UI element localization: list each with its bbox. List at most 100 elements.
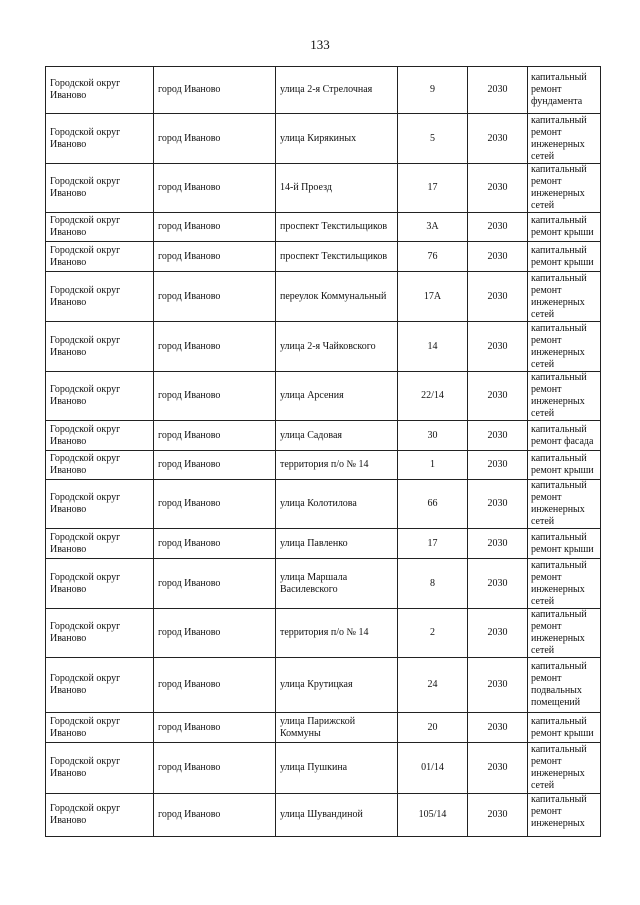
- page-number: 133: [310, 37, 330, 52]
- city-cell: город Иваново: [153, 479, 276, 529]
- street-cell: улица 2-я Стрелочная: [275, 66, 398, 114]
- district-cell: Городской округ Иваново: [45, 712, 154, 743]
- year-cell: 2030: [467, 271, 528, 322]
- table-row: Городской округ Иваново город Иваново терр…: [45, 450, 601, 480]
- work-type-cell: капитальный ремонт инженерных сетей: [527, 479, 601, 529]
- house-number-cell: 66: [397, 479, 468, 529]
- work-type-cell: капитальный ремонт инженерных сетей: [527, 742, 601, 794]
- house-number-cell: 17: [397, 528, 468, 559]
- house-number-cell: 5: [397, 113, 468, 164]
- house-number-cell: 8: [397, 558, 468, 609]
- street-cell: территория п/о № 14: [275, 608, 398, 658]
- city-cell: город Иваново: [153, 66, 276, 114]
- district-cell: Городской округ Иваново: [45, 212, 154, 242]
- city-cell: город Иваново: [153, 420, 276, 451]
- city-cell: город Иваново: [153, 321, 276, 372]
- district-cell: Городской округ Иваново: [45, 321, 154, 372]
- city-cell: город Иваново: [153, 657, 276, 713]
- city-cell: город Иваново: [153, 241, 276, 272]
- house-number-cell: 105/14: [397, 793, 468, 837]
- street-cell: проспект Текстильщиков: [275, 241, 398, 272]
- table-row: Городской округ Иваново город Иваново улиц…: [45, 420, 601, 451]
- work-type-cell: капитальный ремонт крыши: [527, 712, 601, 743]
- year-cell: 2030: [467, 608, 528, 658]
- work-type-cell: капитальный ремонт инженерных сетей: [527, 271, 601, 322]
- table-row: Городской округ Иваново город Иваново прос…: [45, 212, 601, 242]
- work-type-cell: капитальный ремонт инженерных сетей: [527, 371, 601, 421]
- house-number-cell: 1: [397, 450, 468, 480]
- city-cell: город Иваново: [153, 371, 276, 421]
- district-cell: Городской округ Иваново: [45, 371, 154, 421]
- house-number-cell: 14: [397, 321, 468, 372]
- city-cell: город Иваново: [153, 712, 276, 743]
- street-cell: улица Арсения: [275, 371, 398, 421]
- year-cell: 2030: [467, 742, 528, 794]
- street-cell: проспект Текстильщиков: [275, 212, 398, 242]
- house-number-cell: 20: [397, 712, 468, 743]
- table-row: Городской округ Иваново город Иваново улиц…: [45, 712, 601, 743]
- district-cell: Городской округ Иваново: [45, 163, 154, 213]
- work-type-cell: капитальный ремонт инженерных сетей: [527, 608, 601, 658]
- table-row: Городской округ Иваново город Иваново улиц…: [45, 479, 601, 529]
- table-row: Городской округ Иваново город Иваново пере…: [45, 271, 601, 322]
- table-row: Городской округ Иваново город Иваново улиц…: [45, 113, 601, 164]
- table-row: Городской округ Иваново город Иваново улиц…: [45, 528, 601, 559]
- street-cell: территория п/о № 14: [275, 450, 398, 480]
- district-cell: Городской округ Иваново: [45, 271, 154, 322]
- table-row: Городской округ Иваново город Иваново улиц…: [45, 371, 601, 421]
- work-type-cell: капитальный ремонт инженерных сетей: [527, 163, 601, 213]
- house-number-cell: 2: [397, 608, 468, 658]
- table-row: Городской округ Иваново город Иваново улиц…: [45, 793, 601, 837]
- street-cell: улица Кирякиных: [275, 113, 398, 164]
- house-number-cell: 24: [397, 657, 468, 713]
- house-number-cell: 30: [397, 420, 468, 451]
- repair-schedule-table: Городской округ Иваново город Иваново улиц…: [45, 66, 601, 837]
- district-cell: Городской округ Иваново: [45, 558, 154, 609]
- work-type-cell: капитальный ремонт инженерных сетей: [527, 558, 601, 609]
- house-number-cell: 01/14: [397, 742, 468, 794]
- year-cell: 2030: [467, 321, 528, 372]
- district-cell: Городской округ Иваново: [45, 657, 154, 713]
- table-row: Городской округ Иваново город Иваново улиц…: [45, 66, 601, 114]
- year-cell: 2030: [467, 212, 528, 242]
- work-type-cell: капитальный ремонт инженерных сетей: [527, 321, 601, 372]
- table-row: Городской округ Иваново город Иваново улиц…: [45, 657, 601, 713]
- district-cell: Городской округ Иваново: [45, 528, 154, 559]
- year-cell: 2030: [467, 528, 528, 559]
- work-type-cell: капитальный ремонт подвальных помещений: [527, 657, 601, 713]
- table-row: Городской округ Иваново город Иваново улиц…: [45, 321, 601, 372]
- house-number-cell: 17А: [397, 271, 468, 322]
- work-type-cell: капитальный ремонт инженерных сетей: [527, 113, 601, 164]
- year-cell: 2030: [467, 657, 528, 713]
- table-row: Городской округ Иваново город Иваново прос…: [45, 241, 601, 272]
- work-type-cell: капитальный ремонт крыши: [527, 528, 601, 559]
- street-cell: улица Павленко: [275, 528, 398, 559]
- street-cell: 14-й Проезд: [275, 163, 398, 213]
- house-number-cell: 9: [397, 66, 468, 114]
- year-cell: 2030: [467, 450, 528, 480]
- table-row: Городской округ Иваново город Иваново терр…: [45, 608, 601, 658]
- city-cell: город Иваново: [153, 742, 276, 794]
- district-cell: Городской округ Иваново: [45, 113, 154, 164]
- street-cell: улица Шувандиной: [275, 793, 398, 837]
- street-cell: улица Колотилова: [275, 479, 398, 529]
- street-cell: улица Маршала Василевского: [275, 558, 398, 609]
- street-cell: улица Парижской Коммуны: [275, 712, 398, 743]
- work-type-cell: капитальный ремонт крыши: [527, 212, 601, 242]
- district-cell: Городской округ Иваново: [45, 479, 154, 529]
- street-cell: улица 2-я Чайковского: [275, 321, 398, 372]
- district-cell: Городской округ Иваново: [45, 608, 154, 658]
- work-type-cell: капитальный ремонт инженерных: [527, 793, 601, 837]
- year-cell: 2030: [467, 793, 528, 837]
- table-row: Городской округ Иваново город Иваново 14-й…: [45, 163, 601, 213]
- district-cell: Городской округ Иваново: [45, 66, 154, 114]
- district-cell: Городской округ Иваново: [45, 420, 154, 451]
- table-row: Городской округ Иваново город Иваново улиц…: [45, 558, 601, 609]
- district-cell: Городской округ Иваново: [45, 793, 154, 837]
- city-cell: город Иваново: [153, 163, 276, 213]
- year-cell: 2030: [467, 371, 528, 421]
- city-cell: город Иваново: [153, 212, 276, 242]
- district-cell: Городской округ Иваново: [45, 241, 154, 272]
- house-number-cell: 17: [397, 163, 468, 213]
- year-cell: 2030: [467, 420, 528, 451]
